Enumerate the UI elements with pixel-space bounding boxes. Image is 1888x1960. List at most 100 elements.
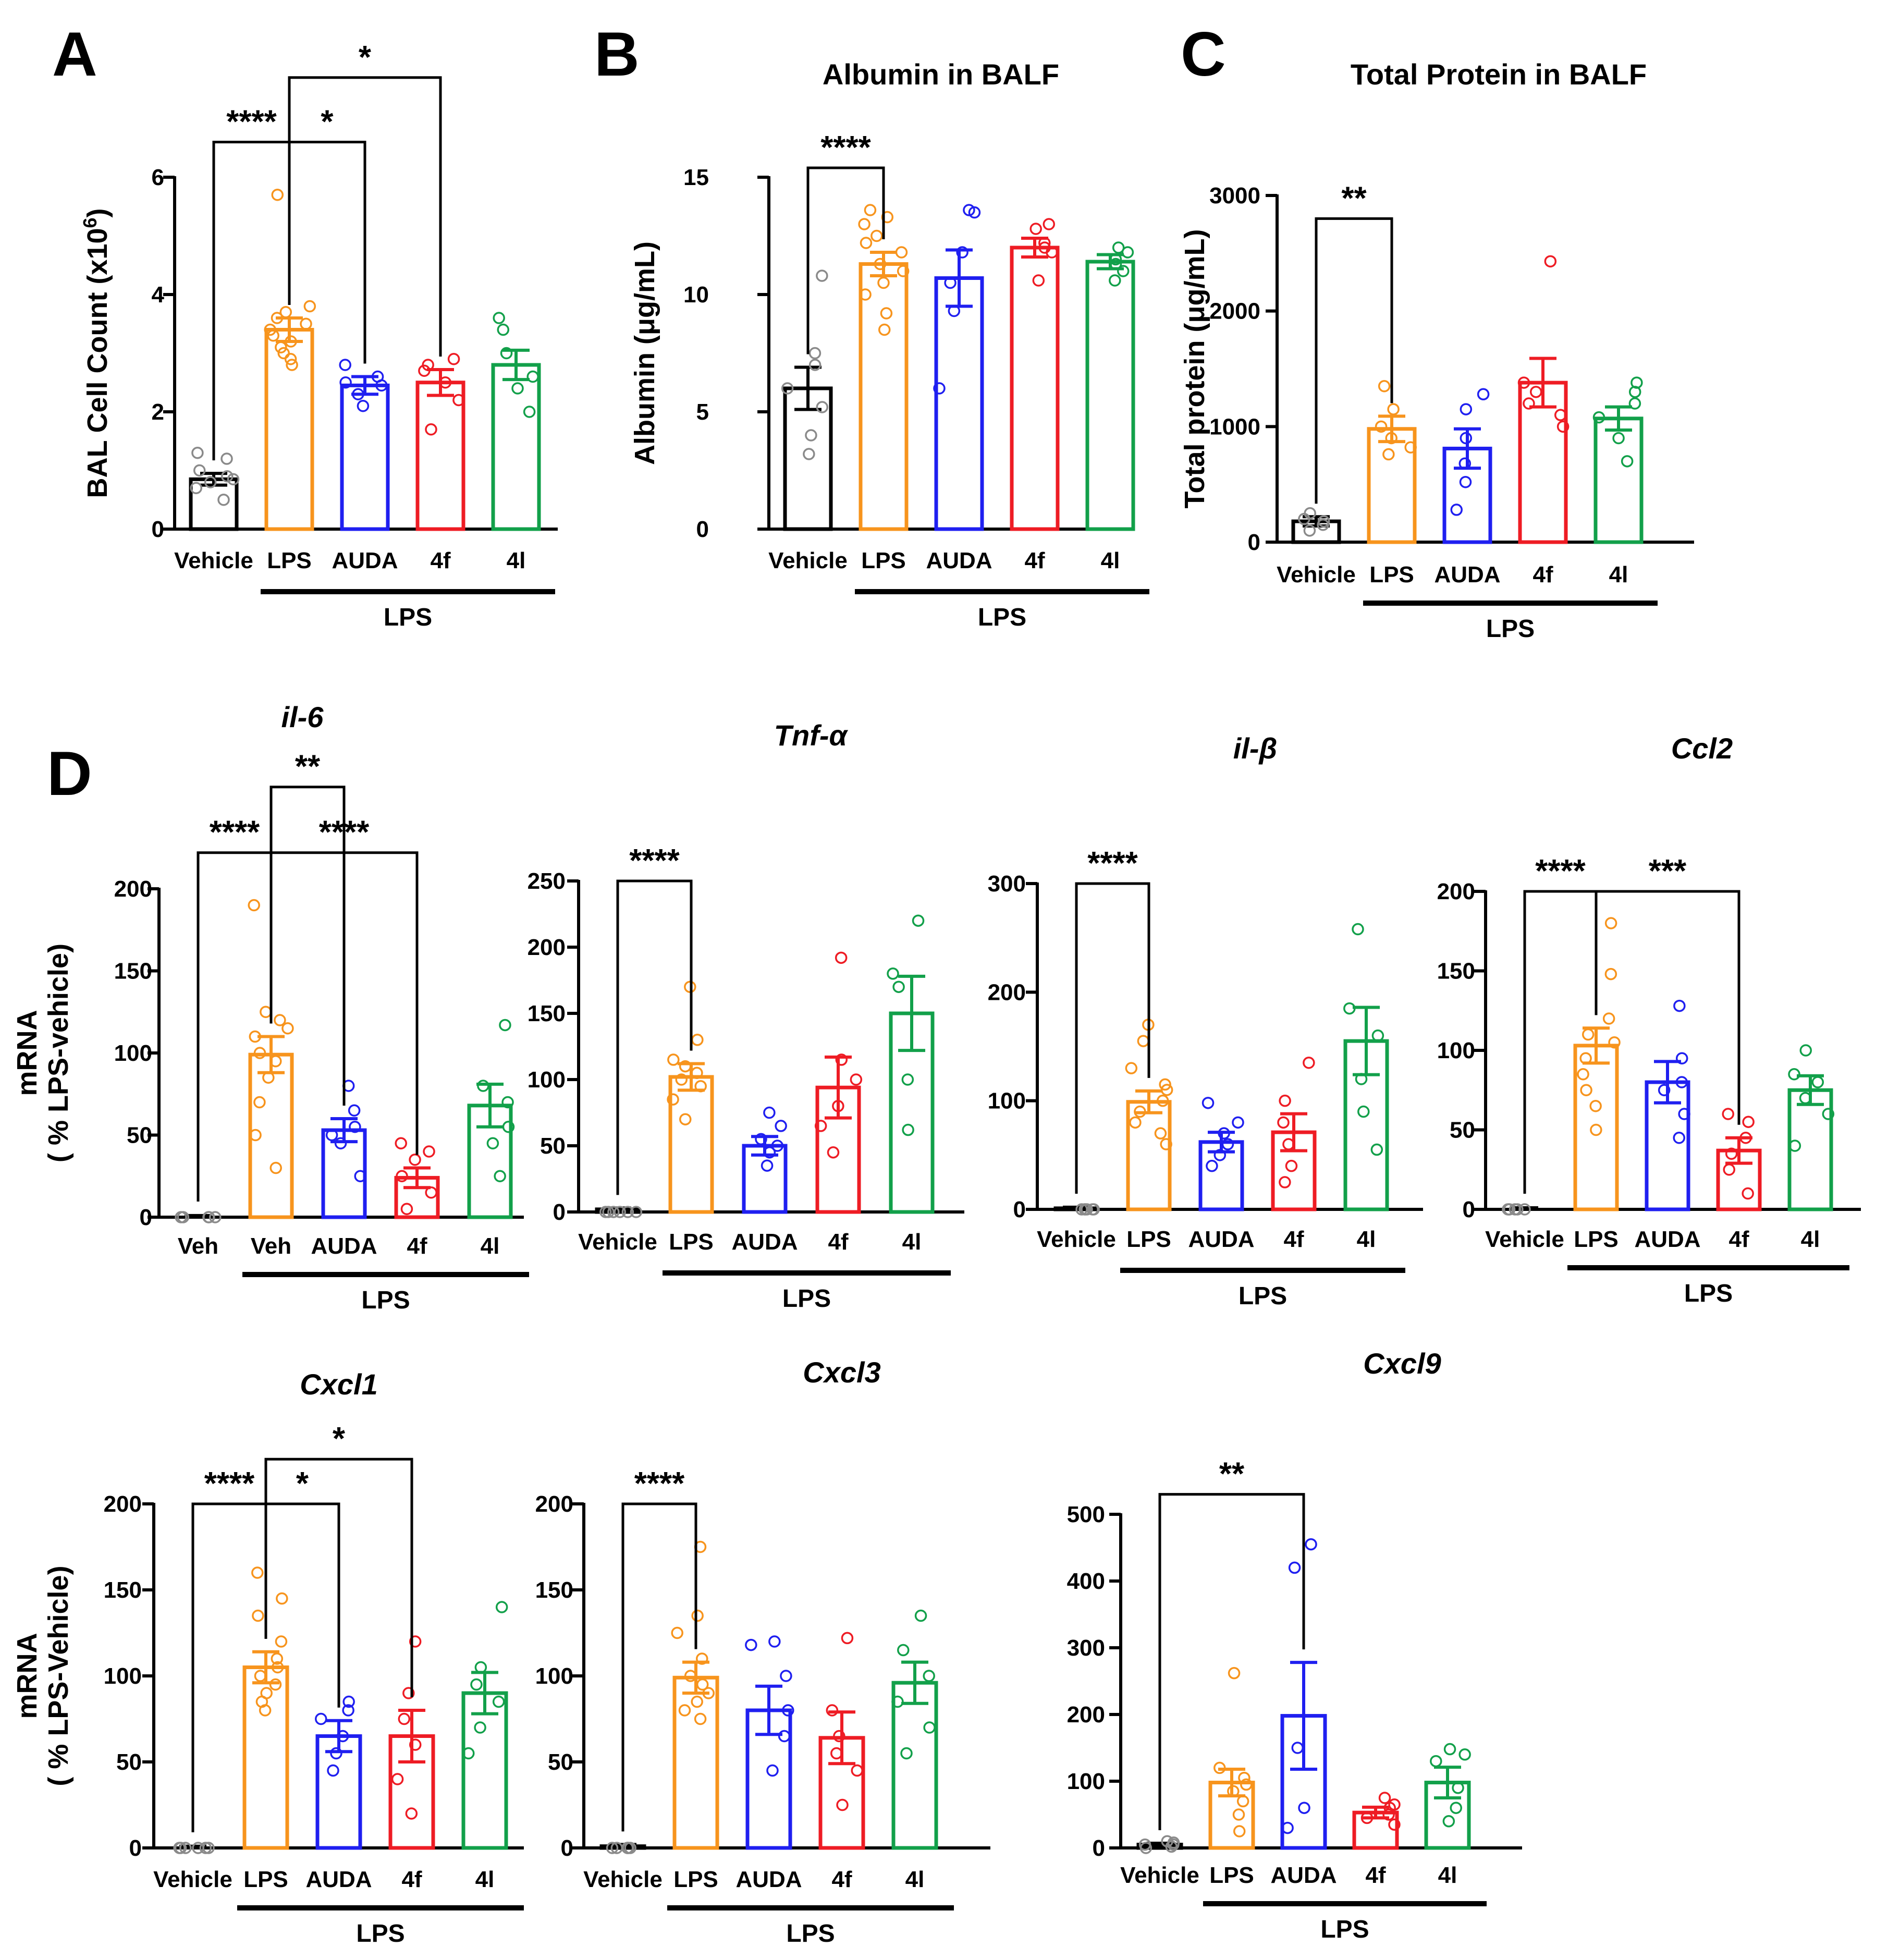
data-point	[492, 1695, 505, 1708]
data-point	[396, 1170, 408, 1182]
data-point	[279, 306, 292, 318]
data-point	[281, 1022, 294, 1035]
data-point	[1137, 1035, 1150, 1047]
data-point	[354, 1170, 366, 1182]
chart-title: Tnf-α	[774, 719, 849, 752]
data-point	[1154, 1127, 1167, 1140]
data-point	[1460, 403, 1473, 415]
data-point	[342, 1695, 355, 1708]
data-point	[1227, 1785, 1240, 1797]
data-point	[409, 1738, 422, 1751]
data-point	[755, 1133, 767, 1146]
data-point	[1579, 1052, 1592, 1064]
data-point	[1355, 1073, 1368, 1085]
data-point	[691, 1034, 704, 1046]
data-point	[423, 1145, 435, 1158]
data-point	[902, 1123, 914, 1136]
y-axis-label: BAL Cell Count (x106)	[79, 208, 113, 498]
data-point	[1529, 386, 1542, 398]
data-point	[1742, 1116, 1755, 1128]
data-point	[1602, 1012, 1615, 1025]
data-point	[271, 1652, 284, 1665]
data-point	[260, 1687, 273, 1699]
x-tick-label: Veh	[178, 1233, 218, 1259]
data-point	[1281, 1821, 1294, 1834]
y-tick-label: 500	[1067, 1502, 1105, 1527]
data-point	[691, 1695, 703, 1708]
significance-label: ****	[1087, 846, 1138, 881]
data-point	[286, 359, 298, 371]
data-point	[348, 1104, 361, 1117]
data-point	[495, 1601, 508, 1613]
y-tick-label: 200	[1437, 879, 1475, 904]
data-point	[803, 448, 815, 460]
bar-4l	[1085, 260, 1135, 531]
data-point	[901, 1073, 914, 1086]
panel-cxcl3: Cxcl3 0 50 100 150 200 Vehicle LPS AUDA 4f 4l LPS **…	[535, 1356, 990, 1947]
data-point	[1087, 1203, 1100, 1216]
data-point	[897, 1644, 910, 1657]
y-tick-label: 150	[104, 1577, 142, 1603]
data-point	[284, 353, 297, 365]
data-point	[691, 1609, 704, 1622]
data-point	[1125, 1062, 1138, 1074]
data-point	[474, 1721, 486, 1734]
data-point	[1443, 1743, 1456, 1756]
data-point	[1788, 1140, 1801, 1152]
data-point	[745, 1638, 757, 1651]
panel-letter: B	[594, 19, 640, 89]
significance-bracket	[1158, 1493, 1305, 1831]
data-point	[1799, 1044, 1812, 1057]
panel-letter: D	[47, 739, 92, 808]
y-tick-label: 1000	[1209, 414, 1260, 439]
data-point	[402, 1687, 415, 1699]
data-point	[1305, 1538, 1317, 1551]
data-point	[253, 1096, 266, 1109]
data-point	[1673, 999, 1686, 1012]
data-point	[269, 1055, 282, 1068]
data-point	[1232, 1116, 1244, 1129]
data-point	[816, 401, 829, 413]
data-point	[782, 1704, 794, 1717]
data-point	[174, 1842, 187, 1854]
data-point	[1742, 1187, 1754, 1200]
data-point	[497, 323, 510, 336]
data-point	[1387, 403, 1400, 415]
data-point	[1582, 1028, 1595, 1041]
data-point	[275, 341, 287, 353]
x-tick-label: Vehicle	[1277, 562, 1356, 587]
data-point	[923, 1670, 935, 1682]
group-label: LPS	[1239, 1282, 1287, 1310]
data-point	[342, 1704, 354, 1717]
x-tick-label: AUDA	[305, 1867, 372, 1892]
data-point	[1081, 1203, 1093, 1216]
data-point	[1160, 1084, 1173, 1096]
panel-tnf: Tnf-α 0 50 100 150 200 250 Vehicle LPS AUDA 4f 4l LP…	[528, 719, 964, 1313]
data-point	[912, 914, 925, 927]
significance-bracket	[197, 851, 273, 1202]
y-tick-label: 200	[104, 1491, 142, 1517]
y-tick-label: 0	[140, 1205, 152, 1230]
data-point	[763, 1146, 776, 1159]
x-tick-label: 4f	[831, 1867, 852, 1892]
data-point	[1298, 1802, 1310, 1814]
x-tick-label: Veh	[251, 1233, 291, 1259]
x-tick-label: 4f	[430, 548, 450, 573]
significance-bracket	[269, 786, 346, 1106]
chart-title: Albumin in BALF	[823, 58, 1059, 91]
y-tick-label: 15	[683, 165, 709, 190]
x-tick-label: AUDA	[1270, 1863, 1337, 1888]
data-point	[352, 388, 364, 400]
x-tick-label: Vehicle	[768, 548, 848, 573]
data-point	[948, 304, 961, 317]
y-tick-label: 50	[548, 1749, 573, 1775]
significance-label: ****	[226, 104, 277, 140]
y-tick-label: 50	[540, 1133, 566, 1159]
data-point	[1038, 237, 1051, 249]
data-point	[864, 204, 877, 216]
chart-title: Total Protein in BALF	[1351, 58, 1647, 91]
data-point	[1673, 1132, 1685, 1144]
x-tick-label: 4f	[401, 1867, 422, 1892]
x-tick-label: Vehicle	[578, 1229, 657, 1255]
data-point	[1303, 524, 1316, 537]
